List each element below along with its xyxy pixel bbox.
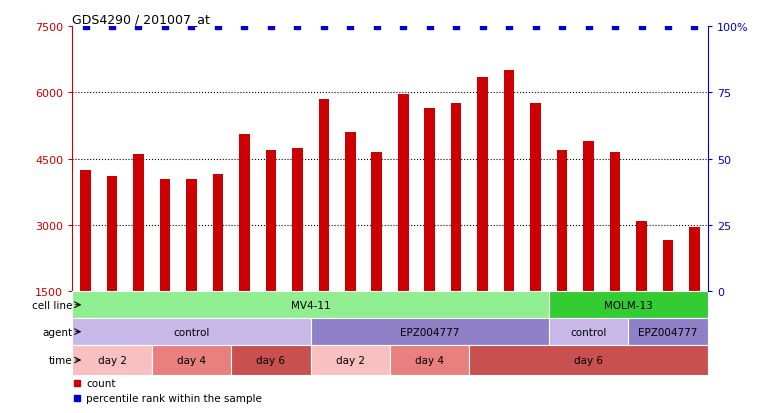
- Bar: [663, 241, 673, 292]
- Bar: [636, 221, 647, 292]
- Text: control: control: [174, 327, 209, 337]
- Bar: [549, 318, 629, 345]
- Bar: [80, 170, 91, 292]
- Text: MOLM-13: MOLM-13: [604, 300, 653, 310]
- Text: time: time: [49, 355, 72, 365]
- Bar: [398, 95, 409, 292]
- Text: EPZ004777: EPZ004777: [638, 327, 698, 337]
- Text: EPZ004777: EPZ004777: [400, 327, 460, 337]
- Text: day 6: day 6: [574, 355, 603, 365]
- Bar: [212, 175, 223, 292]
- Bar: [160, 179, 170, 292]
- Bar: [72, 345, 151, 375]
- Bar: [629, 318, 708, 345]
- Bar: [292, 148, 303, 292]
- Bar: [186, 179, 197, 292]
- Text: day 2: day 2: [97, 355, 126, 365]
- Bar: [319, 100, 329, 292]
- Bar: [451, 104, 461, 292]
- Bar: [371, 152, 382, 292]
- Bar: [310, 318, 549, 345]
- Bar: [72, 292, 549, 318]
- Bar: [390, 345, 470, 375]
- Bar: [470, 345, 708, 375]
- Bar: [310, 345, 390, 375]
- Text: day 4: day 4: [177, 355, 206, 365]
- Text: control: control: [571, 327, 607, 337]
- Bar: [557, 150, 568, 292]
- Text: cell line: cell line: [32, 300, 72, 310]
- Bar: [425, 109, 435, 292]
- Bar: [231, 345, 310, 375]
- Bar: [610, 152, 620, 292]
- Bar: [72, 318, 310, 345]
- Text: percentile rank within the sample: percentile rank within the sample: [86, 393, 262, 403]
- Bar: [530, 104, 541, 292]
- Text: day 6: day 6: [256, 355, 285, 365]
- Bar: [689, 228, 700, 292]
- Text: MV4-11: MV4-11: [291, 300, 330, 310]
- Bar: [266, 150, 276, 292]
- Text: day 2: day 2: [336, 355, 365, 365]
- Bar: [477, 78, 488, 292]
- Text: GDS4290 / 201007_at: GDS4290 / 201007_at: [72, 13, 210, 26]
- Bar: [549, 292, 708, 318]
- Bar: [583, 142, 594, 292]
- Bar: [345, 133, 355, 292]
- Text: count: count: [86, 378, 116, 388]
- Bar: [107, 177, 117, 292]
- Bar: [239, 135, 250, 292]
- Bar: [151, 345, 231, 375]
- Bar: [504, 71, 514, 292]
- Bar: [133, 155, 144, 292]
- Text: day 4: day 4: [416, 355, 444, 365]
- Text: agent: agent: [42, 327, 72, 337]
